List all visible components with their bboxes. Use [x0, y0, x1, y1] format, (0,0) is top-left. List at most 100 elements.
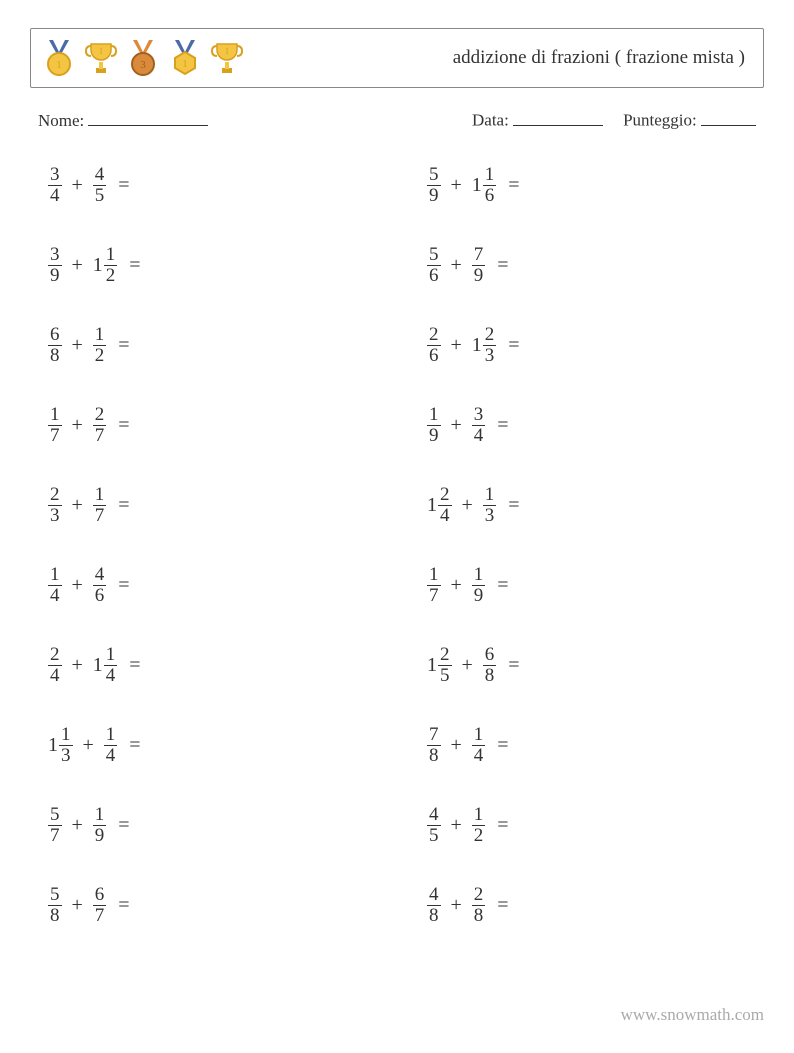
denominator: 7 — [93, 905, 107, 926]
fraction: 39 — [48, 245, 62, 286]
plus-operator: + — [83, 734, 94, 757]
fraction: 19 — [472, 565, 486, 606]
numerator: 1 — [427, 565, 441, 585]
plus-operator: + — [72, 494, 83, 517]
denominator: 9 — [472, 265, 486, 286]
fraction: 16 — [483, 165, 497, 206]
denominator: 6 — [427, 345, 441, 366]
numerator: 1 — [104, 725, 118, 745]
fraction: 12 — [472, 805, 486, 846]
name-blank[interactable] — [88, 106, 208, 126]
fraction: 58 — [48, 885, 62, 926]
problem: 26+123= — [427, 321, 746, 371]
problem: 113+14= — [48, 721, 367, 771]
fraction: 34 — [472, 405, 486, 446]
bronze-medal-icon: 3 — [127, 38, 159, 78]
denominator: 3 — [59, 745, 73, 766]
plus-operator: + — [72, 174, 83, 197]
numerator: 5 — [427, 245, 441, 265]
denominator: 3 — [483, 345, 497, 366]
equals-sign: = — [118, 174, 129, 197]
plus-operator: + — [462, 494, 473, 517]
footer-credit: www.snowmath.com — [621, 1005, 764, 1025]
denominator: 3 — [48, 505, 62, 526]
plus-operator: + — [462, 654, 473, 677]
equals-sign: = — [129, 654, 140, 677]
fraction: 14 — [48, 565, 62, 606]
equals-sign: = — [118, 334, 129, 357]
meta-row: Nome: Data: Punteggio: — [38, 106, 756, 131]
denominator: 9 — [472, 585, 486, 606]
fraction: 28 — [472, 885, 486, 926]
denominator: 5 — [438, 665, 452, 686]
numerator: 1 — [104, 245, 118, 265]
equals-sign: = — [497, 814, 508, 837]
numerator: 2 — [93, 405, 107, 425]
trophy-cup-icon: 1 — [85, 38, 117, 78]
trophy-cup2-icon: 1 — [211, 38, 243, 78]
date-field: Data: — [472, 106, 603, 131]
plus-operator: + — [72, 894, 83, 917]
equals-sign: = — [118, 814, 129, 837]
problem: 48+28= — [427, 881, 746, 931]
denominator: 5 — [93, 185, 107, 206]
denominator: 7 — [93, 425, 107, 446]
fraction: 24 — [438, 485, 452, 526]
denominator: 4 — [438, 505, 452, 526]
awards-row: 1 1 3 — [43, 38, 243, 78]
numerator: 5 — [48, 885, 62, 905]
whole-part: 1 — [427, 654, 437, 677]
date-blank[interactable] — [513, 106, 603, 126]
fraction: 17 — [48, 405, 62, 446]
problem: 59+116= — [427, 161, 746, 211]
fraction: 46 — [93, 565, 107, 606]
fraction: 57 — [48, 805, 62, 846]
plus-operator: + — [451, 894, 462, 917]
numerator: 1 — [472, 805, 486, 825]
numerator: 1 — [48, 565, 62, 585]
equals-sign: = — [508, 174, 519, 197]
problem: 17+27= — [48, 401, 367, 451]
numerator: 1 — [59, 725, 73, 745]
problem: 45+12= — [427, 801, 746, 851]
fraction: 14 — [104, 645, 118, 686]
equals-sign: = — [497, 894, 508, 917]
fraction: 59 — [427, 165, 441, 206]
numerator: 2 — [483, 325, 497, 345]
plus-operator: + — [451, 814, 462, 837]
denominator: 5 — [427, 825, 441, 846]
name-field: Nome: — [38, 106, 208, 131]
numerator: 4 — [93, 165, 107, 185]
problem: 125+68= — [427, 641, 746, 691]
equals-sign: = — [497, 574, 508, 597]
denominator: 9 — [93, 825, 107, 846]
denominator: 8 — [427, 745, 441, 766]
fraction: 12 — [104, 245, 118, 286]
equals-sign: = — [497, 414, 508, 437]
problem: 78+14= — [427, 721, 746, 771]
plus-operator: + — [451, 574, 462, 597]
numerator: 1 — [93, 485, 107, 505]
equals-sign: = — [129, 254, 140, 277]
numerator: 3 — [472, 405, 486, 425]
numerator: 2 — [438, 645, 452, 665]
score-blank[interactable] — [701, 106, 756, 126]
numerator: 2 — [427, 325, 441, 345]
medal-ribbon-icon: 1 — [43, 38, 75, 78]
equals-sign: = — [118, 574, 129, 597]
numerator: 2 — [472, 885, 486, 905]
equals-sign: = — [508, 654, 519, 677]
header-box: 1 1 3 — [30, 28, 764, 88]
problem: 124+13= — [427, 481, 746, 531]
denominator: 9 — [427, 185, 441, 206]
fraction: 19 — [427, 405, 441, 446]
problem: 56+79= — [427, 241, 746, 291]
numerator: 1 — [93, 805, 107, 825]
numerator: 1 — [483, 485, 497, 505]
score-field: Punteggio: — [623, 106, 756, 131]
fraction: 14 — [472, 725, 486, 766]
denominator: 4 — [48, 665, 62, 686]
denominator: 6 — [427, 265, 441, 286]
svg-text:1: 1 — [56, 59, 62, 71]
fraction: 13 — [59, 725, 73, 766]
